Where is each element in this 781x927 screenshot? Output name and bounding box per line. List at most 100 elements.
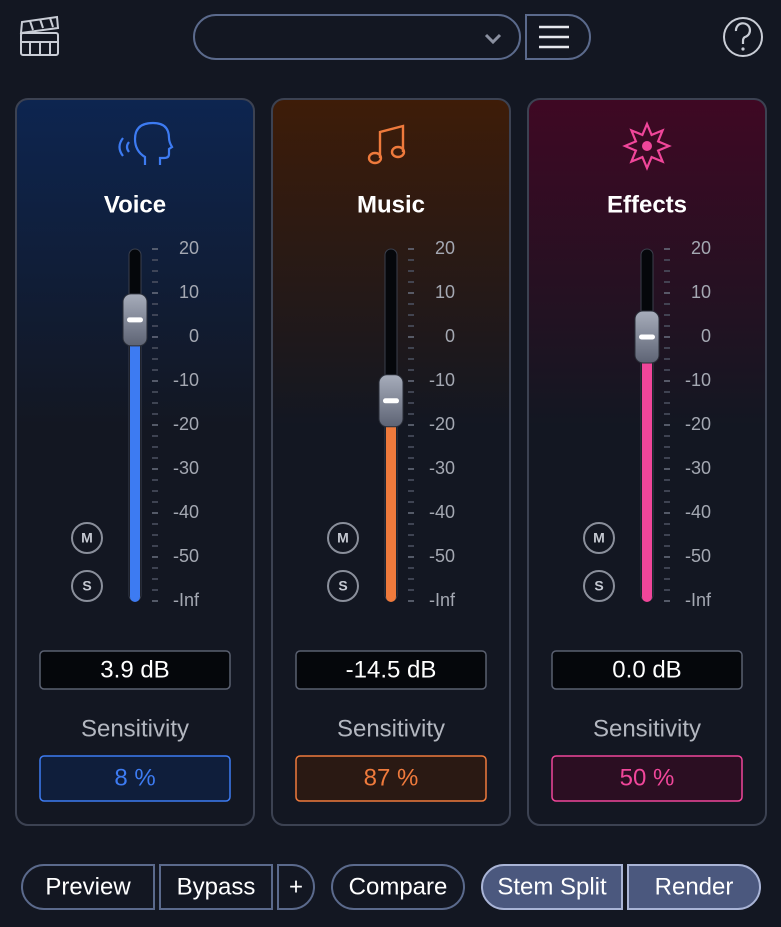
channel-title: Effects: [607, 191, 687, 218]
button-label: M: [593, 530, 605, 546]
button-ring: [327, 570, 359, 602]
button-shape: [21, 864, 155, 910]
music-icon: [378, 124, 405, 158]
toolbar-button[interactable]: Compare: [331, 864, 465, 910]
tick-label: -40: [685, 502, 711, 522]
button-label: M: [81, 530, 93, 546]
tick-label: -20: [429, 414, 455, 434]
tick-label: -20: [685, 414, 711, 434]
tick-label: -30: [429, 458, 455, 478]
mute-button[interactable]: M: [327, 522, 359, 554]
tick-label: -Inf: [685, 590, 712, 610]
button-ring: [71, 570, 103, 602]
level-readout: [39, 650, 231, 690]
tick-label: 10: [691, 282, 711, 302]
help-button[interactable]: [723, 17, 763, 57]
fader-handle[interactable]: [122, 293, 148, 347]
button-shape: [331, 864, 465, 910]
button-label: Stem Split: [497, 873, 607, 900]
tick-label: 10: [179, 282, 199, 302]
voice-icon: [133, 121, 174, 165]
fader-fill: [642, 337, 652, 602]
button-shape: [481, 864, 623, 910]
solo-button[interactable]: S: [327, 570, 359, 602]
button-ring: [583, 570, 615, 602]
tick-label: -50: [685, 546, 711, 566]
toolbar-button[interactable]: Bypass: [159, 864, 273, 910]
button-label: Compare: [349, 873, 448, 900]
tick-label: -10: [685, 370, 711, 390]
tick-label: -20: [173, 414, 199, 434]
button-ring: [327, 522, 359, 554]
mute-button[interactable]: M: [71, 522, 103, 554]
menu-button[interactable]: [525, 14, 591, 60]
voice-waves: [118, 137, 130, 157]
tick-label: -30: [173, 458, 199, 478]
tick-label: 0: [189, 326, 199, 346]
button-label: S: [338, 578, 347, 594]
note-head: [390, 145, 406, 159]
tick-label: -30: [685, 458, 711, 478]
mute-button[interactable]: M: [583, 522, 615, 554]
sensitivity-title: Sensitivity: [337, 715, 445, 742]
button-ring: [583, 522, 615, 554]
level-value: 0.0 dB: [612, 656, 681, 683]
effects-core: [642, 141, 652, 151]
button-label: +: [289, 873, 303, 900]
tick-label: -10: [429, 370, 455, 390]
fader-handle[interactable]: [634, 310, 660, 364]
sensitivity-box[interactable]: [295, 755, 487, 802]
note-head: [367, 151, 383, 165]
tick-label: -50: [429, 546, 455, 566]
tick-label: -40: [429, 502, 455, 522]
button-ring: [71, 522, 103, 554]
tick-label: 20: [691, 238, 711, 258]
fader-fill: [130, 319, 140, 602]
button-shape: [277, 864, 315, 910]
channel-title: Music: [357, 191, 425, 218]
channel-panel: Music 20 10 0 -10 -20 -30 -40 -50 -Inf M S -14.5 dB S…: [271, 98, 511, 826]
sensitivity-title: Sensitivity: [593, 715, 701, 742]
clapper-icon[interactable]: [19, 15, 60, 56]
dropdown-arrow: [484, 33, 502, 45]
fader-handle[interactable]: [378, 374, 404, 428]
button-label: Bypass: [177, 873, 256, 900]
button-label: Render: [655, 873, 734, 900]
button-label: Preview: [45, 873, 131, 900]
tick-label: -Inf: [429, 590, 456, 610]
tick-label: -50: [173, 546, 199, 566]
sensitivity-box[interactable]: [39, 755, 231, 802]
tick-label: -10: [173, 370, 199, 390]
tick-label: 20: [179, 238, 199, 258]
channel-panel: Voice 20 10 0 -10 -20 -30 -40 -50 -Inf M S 3.9 dB Sen…: [15, 98, 255, 826]
preset-dropdown[interactable]: [193, 14, 521, 60]
handle-mark: [639, 334, 655, 340]
level-value: -14.5 dB: [346, 656, 437, 683]
tick-label: 0: [445, 326, 455, 346]
solo-button[interactable]: S: [583, 570, 615, 602]
toolbar-button[interactable]: Stem Split: [481, 864, 623, 910]
button-label: S: [594, 578, 603, 594]
sensitivity-value: 87 %: [364, 764, 419, 791]
effects-icon: [622, 121, 672, 171]
sensitivity-box[interactable]: [551, 755, 743, 802]
toolbar-button[interactable]: +: [277, 864, 315, 910]
fader-fill: [386, 400, 396, 602]
tick-label: 10: [435, 282, 455, 302]
button-label: M: [337, 530, 349, 546]
solo-button[interactable]: S: [71, 570, 103, 602]
level-value: 3.9 dB: [100, 656, 169, 683]
button-shape: [627, 864, 761, 910]
level-readout: [551, 650, 743, 690]
tick-label: 20: [435, 238, 455, 258]
toolbar-button[interactable]: Preview: [21, 864, 155, 910]
tick-label: -Inf: [173, 590, 200, 610]
tick-label: 0: [701, 326, 711, 346]
toolbar-button[interactable]: Render: [627, 864, 761, 910]
button-shape: [159, 864, 273, 910]
channel-title: Voice: [104, 191, 166, 218]
sensitivity-value: 8 %: [114, 764, 155, 791]
